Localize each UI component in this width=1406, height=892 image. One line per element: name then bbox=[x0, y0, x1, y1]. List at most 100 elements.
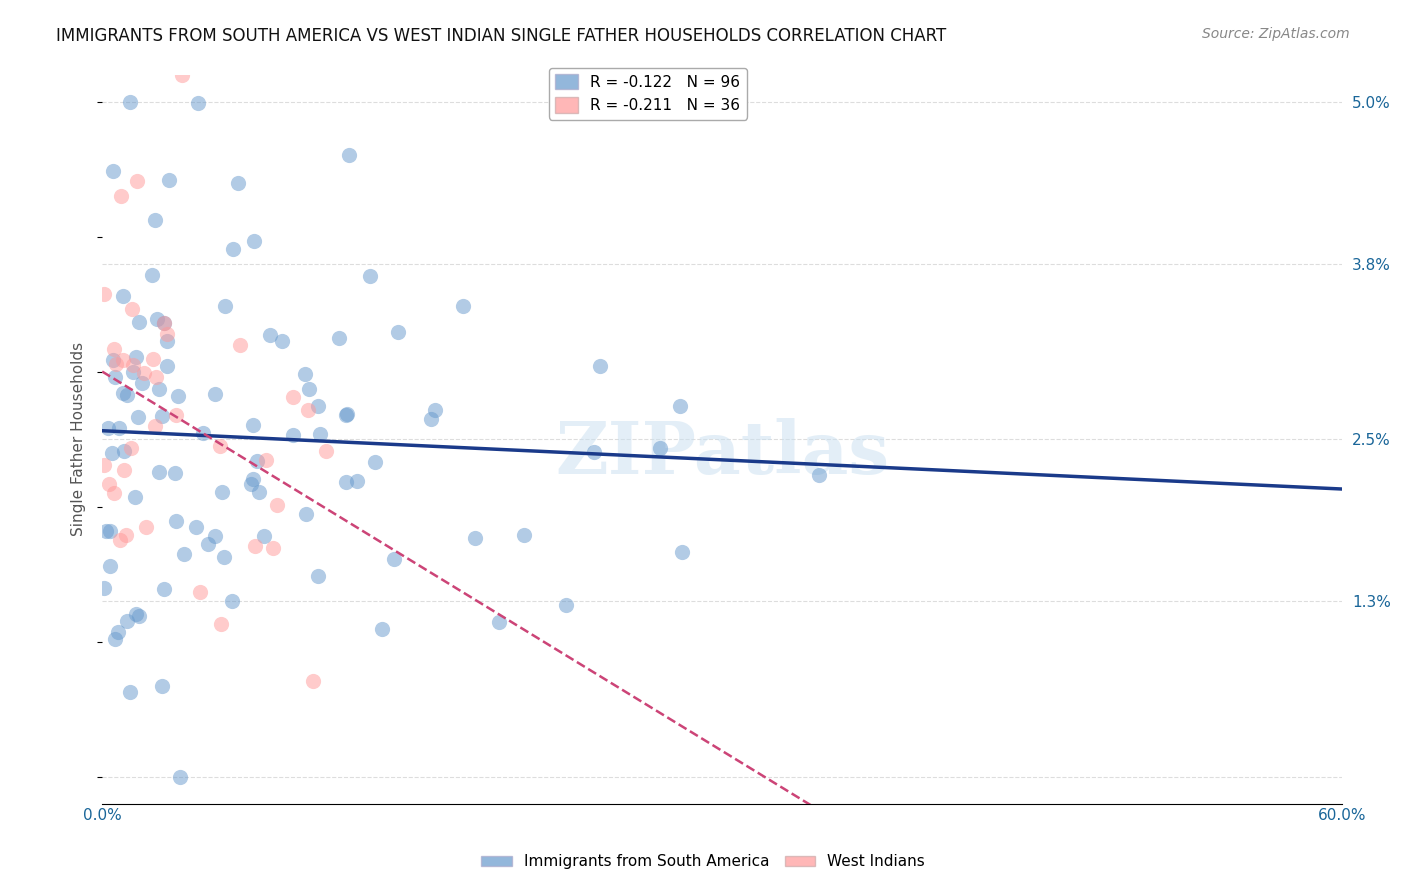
Point bbox=[247, 484, 270, 499]
Point bbox=[93, 287, 115, 301]
Point bbox=[246, 453, 269, 467]
Point bbox=[488, 615, 510, 629]
Text: ZIPatlas: ZIPatlas bbox=[555, 418, 890, 489]
Point bbox=[671, 545, 693, 559]
Point bbox=[165, 515, 187, 529]
Point bbox=[93, 458, 115, 473]
Point bbox=[297, 403, 319, 417]
Point bbox=[157, 172, 180, 186]
Point bbox=[165, 467, 187, 481]
Point bbox=[298, 382, 321, 396]
Point bbox=[122, 365, 145, 379]
Point bbox=[155, 327, 177, 342]
Point bbox=[104, 632, 127, 647]
Point bbox=[166, 388, 188, 402]
Point bbox=[464, 532, 486, 546]
Point bbox=[281, 390, 304, 404]
Point bbox=[125, 607, 148, 621]
Point bbox=[212, 550, 235, 565]
Point bbox=[214, 299, 236, 313]
Point bbox=[111, 386, 134, 401]
Point bbox=[335, 408, 357, 422]
Point bbox=[128, 609, 150, 624]
Point bbox=[148, 466, 170, 480]
Point bbox=[122, 358, 145, 372]
Point bbox=[112, 288, 135, 302]
Point bbox=[145, 312, 167, 326]
Point bbox=[125, 351, 148, 365]
Point bbox=[191, 425, 214, 440]
Point bbox=[228, 176, 250, 190]
Point bbox=[589, 359, 612, 373]
Point bbox=[103, 485, 125, 500]
Point bbox=[229, 338, 252, 352]
Point bbox=[337, 148, 360, 162]
Point bbox=[222, 242, 245, 256]
Point bbox=[93, 582, 115, 596]
Point bbox=[270, 334, 292, 348]
Point bbox=[346, 475, 368, 489]
Point bbox=[184, 519, 207, 533]
Point bbox=[101, 446, 124, 460]
Point bbox=[112, 443, 135, 458]
Point bbox=[97, 477, 120, 491]
Y-axis label: Single Father Households: Single Father Households bbox=[72, 342, 86, 536]
Point bbox=[103, 164, 125, 178]
Point bbox=[98, 558, 121, 573]
Legend: R = -0.122   N = 96, R = -0.211   N = 36: R = -0.122 N = 96, R = -0.211 N = 36 bbox=[550, 68, 747, 120]
Point bbox=[101, 353, 124, 368]
Point bbox=[143, 419, 166, 434]
Point bbox=[148, 382, 170, 396]
Point bbox=[807, 467, 830, 482]
Point bbox=[153, 582, 176, 596]
Point bbox=[145, 370, 167, 384]
Point bbox=[239, 477, 262, 491]
Point bbox=[120, 685, 142, 699]
Point bbox=[359, 269, 381, 284]
Point bbox=[209, 616, 232, 631]
Point bbox=[209, 439, 232, 453]
Point bbox=[153, 316, 176, 330]
Point bbox=[259, 328, 281, 343]
Point bbox=[108, 421, 131, 435]
Point bbox=[141, 268, 163, 282]
Point bbox=[513, 528, 536, 542]
Point bbox=[315, 443, 337, 458]
Point bbox=[262, 541, 284, 555]
Point bbox=[120, 95, 142, 109]
Point bbox=[156, 359, 179, 373]
Point bbox=[335, 475, 357, 489]
Point bbox=[648, 441, 671, 455]
Point bbox=[382, 551, 405, 566]
Point bbox=[370, 623, 392, 637]
Point bbox=[423, 403, 446, 417]
Point bbox=[124, 490, 146, 504]
Point bbox=[115, 528, 138, 542]
Point bbox=[156, 334, 179, 349]
Point bbox=[98, 524, 121, 538]
Point bbox=[309, 427, 332, 442]
Point bbox=[242, 418, 264, 433]
Point bbox=[108, 533, 131, 547]
Point bbox=[150, 409, 173, 423]
Point bbox=[187, 95, 209, 110]
Point bbox=[153, 316, 176, 330]
Point bbox=[328, 331, 350, 345]
Point bbox=[281, 428, 304, 442]
Point bbox=[307, 399, 329, 413]
Point bbox=[117, 387, 139, 401]
Point bbox=[134, 366, 156, 380]
Point bbox=[125, 174, 148, 188]
Point bbox=[112, 463, 135, 477]
Text: IMMIGRANTS FROM SOUTH AMERICA VS WEST INDIAN SINGLE FATHER HOUSEHOLDS CORRELATIO: IMMIGRANTS FROM SOUTH AMERICA VS WEST IN… bbox=[56, 27, 946, 45]
Point bbox=[221, 594, 243, 608]
Point bbox=[128, 315, 150, 329]
Point bbox=[364, 455, 387, 469]
Point bbox=[451, 299, 474, 313]
Point bbox=[107, 624, 129, 639]
Point bbox=[120, 441, 142, 455]
Point bbox=[170, 68, 193, 82]
Legend: Immigrants from South America, West Indians: Immigrants from South America, West Indi… bbox=[475, 848, 931, 875]
Point bbox=[253, 528, 276, 542]
Point bbox=[295, 507, 318, 521]
